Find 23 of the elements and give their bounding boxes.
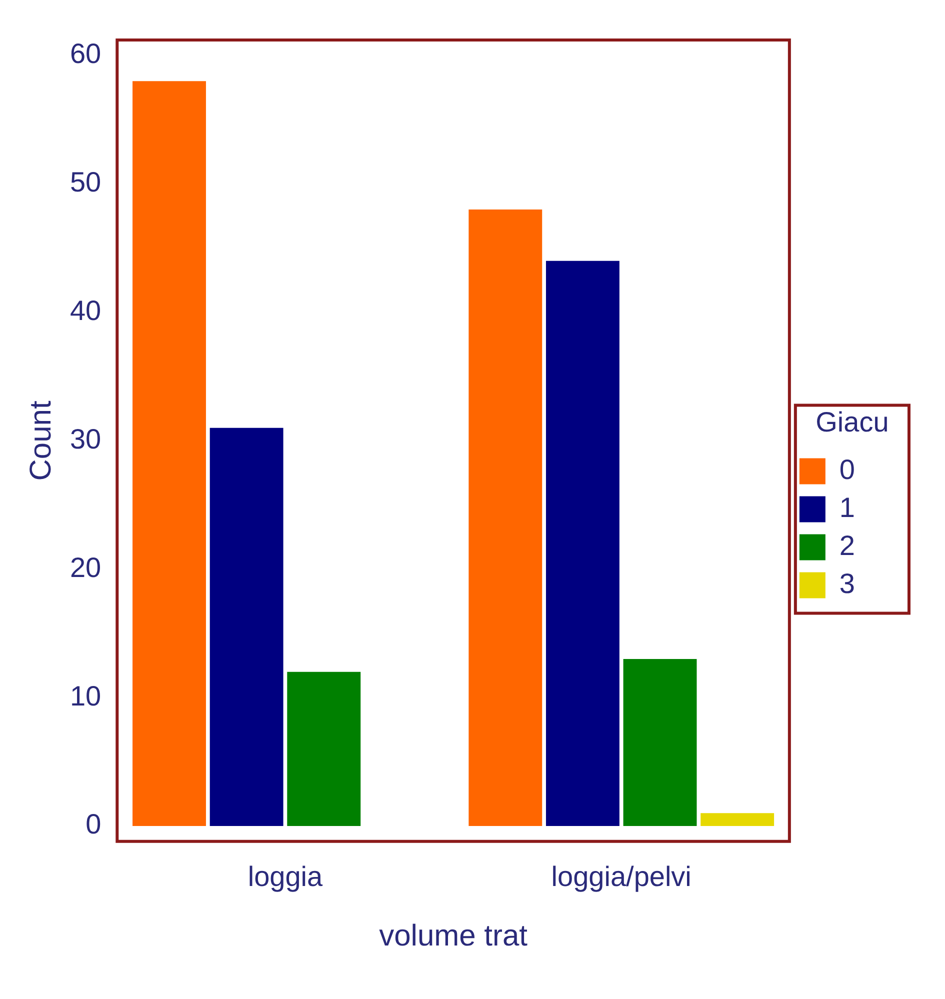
legend-label: 1 — [839, 492, 856, 524]
bar — [287, 672, 361, 826]
y-tick-label: 60 — [70, 38, 102, 70]
legend-label: 0 — [839, 454, 856, 486]
bar — [210, 428, 284, 826]
bar — [546, 260, 620, 826]
y-axis-title: Count — [24, 400, 58, 481]
y-tick-label: 40 — [70, 294, 102, 326]
bar — [623, 659, 697, 826]
x-tick-label: loggia — [248, 860, 324, 892]
x-axis-title: volume trat — [379, 919, 528, 952]
y-tick-label: 0 — [86, 808, 102, 840]
legend-label: 2 — [839, 530, 856, 562]
y-tick-label: 10 — [70, 680, 102, 712]
bar — [468, 210, 542, 826]
bar — [700, 813, 774, 826]
x-tick-label: loggia/pelvi — [551, 860, 692, 892]
bar — [132, 81, 206, 826]
y-tick-label: 30 — [70, 423, 102, 454]
y-tick-label: 20 — [70, 552, 102, 583]
y-tick-label: 50 — [70, 166, 102, 198]
legend-title: Giacu — [816, 406, 889, 438]
legend-label: 3 — [839, 568, 856, 600]
